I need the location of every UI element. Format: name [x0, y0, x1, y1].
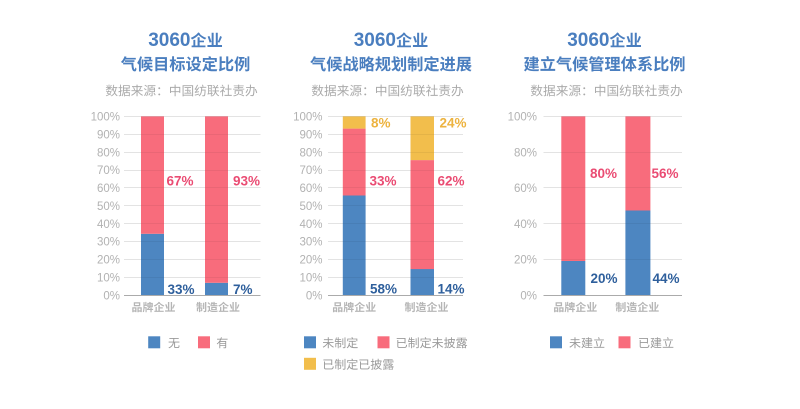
svg-text:60%: 60% — [299, 183, 322, 195]
svg-text:60%: 60% — [514, 183, 537, 195]
svg-text:0%: 0% — [306, 290, 323, 302]
svg-text:40%: 40% — [97, 219, 120, 231]
svg-text:80%: 80% — [590, 166, 617, 181]
svg-text:8%: 8% — [371, 115, 391, 130]
svg-text:56%: 56% — [652, 166, 679, 181]
svg-text:3060: 3060 — [148, 30, 190, 51]
svg-text:100%: 100% — [91, 112, 120, 124]
svg-text:80%: 80% — [97, 147, 120, 159]
svg-text:44%: 44% — [653, 271, 680, 286]
svg-text:33%: 33% — [370, 173, 397, 188]
svg-text:30%: 30% — [299, 237, 322, 249]
svg-text:20%: 20% — [299, 255, 322, 267]
svg-text:10%: 10% — [97, 273, 120, 285]
svg-text:70%: 70% — [299, 165, 322, 177]
svg-text:100%: 100% — [508, 112, 537, 124]
svg-text:3060: 3060 — [354, 30, 396, 51]
svg-text:70%: 70% — [97, 165, 120, 177]
svg-text:0%: 0% — [520, 290, 537, 302]
svg-text:80%: 80% — [514, 147, 537, 159]
svg-text:0%: 0% — [103, 290, 120, 302]
svg-text:33%: 33% — [168, 282, 195, 297]
svg-text:100%: 100% — [293, 112, 322, 124]
svg-text:80%: 80% — [299, 147, 322, 159]
svg-text:90%: 90% — [299, 129, 322, 141]
svg-text:20%: 20% — [97, 255, 120, 267]
svg-text:93%: 93% — [233, 173, 260, 188]
svg-text:50%: 50% — [97, 201, 120, 213]
svg-text:50%: 50% — [299, 201, 322, 213]
svg-text:20%: 20% — [514, 255, 537, 267]
svg-text:67%: 67% — [167, 173, 194, 188]
svg-text:58%: 58% — [370, 281, 397, 296]
svg-text:14%: 14% — [438, 281, 465, 296]
svg-text:60%: 60% — [97, 183, 120, 195]
svg-text:30%: 30% — [97, 237, 120, 249]
svg-text:40%: 40% — [299, 219, 322, 231]
svg-text:10%: 10% — [299, 273, 322, 285]
svg-text:62%: 62% — [438, 173, 465, 188]
svg-text:3060: 3060 — [567, 30, 609, 51]
svg-text:20%: 20% — [591, 271, 618, 286]
svg-text:40%: 40% — [514, 219, 537, 231]
svg-text:7%: 7% — [233, 282, 253, 297]
svg-text:24%: 24% — [440, 115, 467, 130]
svg-text:90%: 90% — [97, 129, 120, 141]
